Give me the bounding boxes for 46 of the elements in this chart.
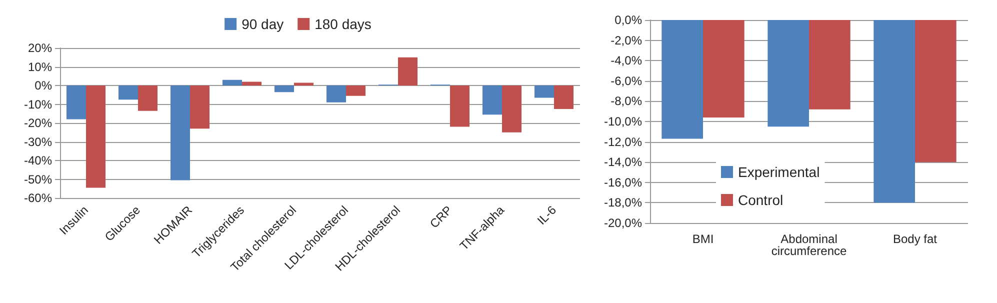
y-tick-label: -16,0% [604,175,642,190]
x-tick-label: IL-6 [534,202,560,228]
y-tick-label: -40% [24,154,52,168]
bar [118,86,138,100]
bar [86,86,106,188]
y-tick-label: -20% [24,116,52,130]
y-tick-label: 20% [28,41,52,55]
y-tick-label: -8,0% [610,94,642,108]
bar [222,80,242,86]
x-tick-label: Abdominal circumference [771,232,848,258]
y-tick-label: 0% [34,78,52,92]
legend-label: 90 day [242,16,284,32]
x-tick-label: BMI [692,232,714,246]
bar [138,86,158,111]
bar [450,86,470,127]
y-tick-label: -2,0% [610,33,642,48]
y-tick-label: -30% [24,134,52,149]
y-tick-label: -4,0% [610,54,642,68]
y-tick-label: 10% [28,60,52,74]
bar [534,86,554,98]
y-tick-label: -10% [24,97,52,112]
y-tick-label: -20,0% [604,216,642,230]
bar [274,86,294,92]
bar [170,86,190,180]
bar [482,86,502,115]
bar [554,86,574,109]
bar [242,82,262,86]
bar [326,86,346,102]
bar [398,57,418,86]
bar [346,86,366,96]
bar [294,82,314,86]
y-tick-label: -60% [24,191,52,205]
bar [190,86,210,129]
legend-label: Control [738,192,784,208]
bar [502,86,522,132]
legend-label: Experimental [738,164,820,180]
y-tick-label: -12,0% [604,134,642,149]
bar [66,86,86,120]
y-tick-label: -50% [24,172,52,186]
legend-label: 180 days [314,16,372,32]
y-tick-label: -6,0% [610,74,642,88]
y-tick-label: -18,0% [604,196,642,210]
y-tick-label: 0,0% [614,13,642,27]
y-tick-label: -14,0% [604,155,642,170]
x-tick-label: Body fat [892,232,938,246]
y-tick-label: -10,0% [604,114,642,128]
